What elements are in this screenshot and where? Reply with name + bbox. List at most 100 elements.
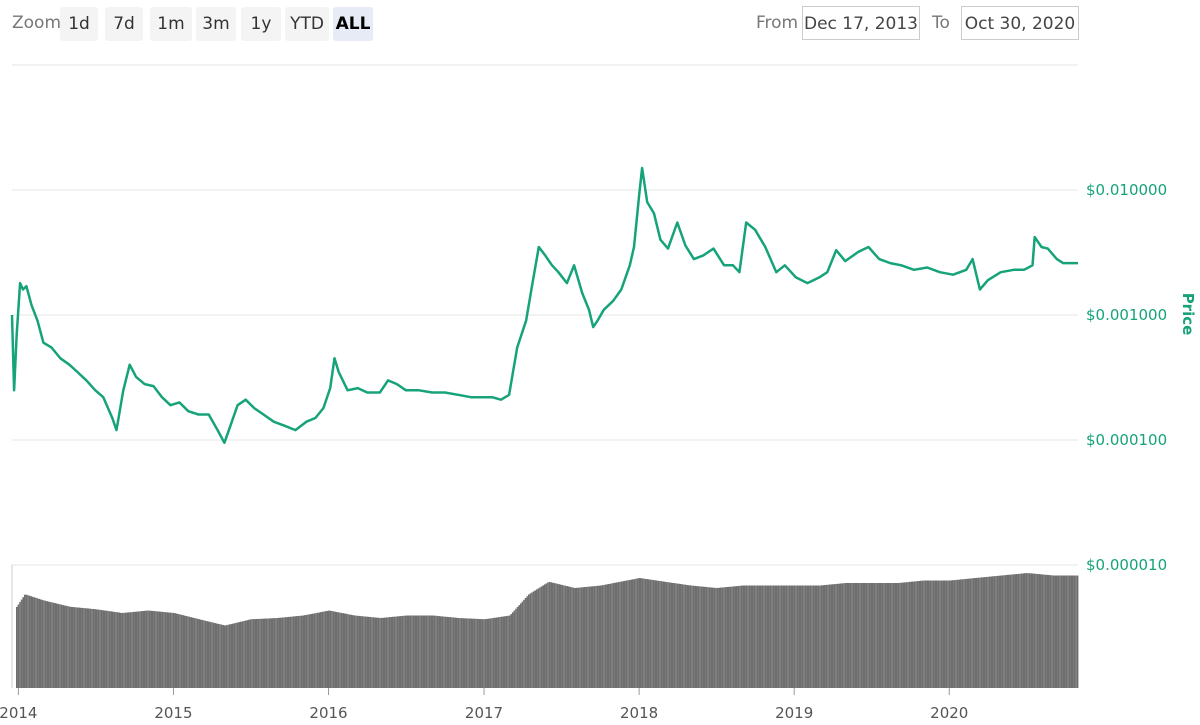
volume-bar (622, 581, 624, 688)
volume-bar (852, 583, 855, 688)
volume-bar (768, 585, 770, 688)
volume-bar (342, 613, 344, 688)
volume-bar (523, 599, 525, 688)
volume-bar (760, 585, 762, 688)
volume-bar (307, 614, 309, 688)
volume-bar (315, 613, 317, 688)
volume-bar (46, 601, 48, 688)
volume-bar (19, 602, 21, 688)
volume-bar (449, 617, 452, 688)
volume-bar (740, 585, 743, 688)
zoom-7d-button[interactable]: 7d (105, 7, 143, 41)
volume-bar (801, 585, 804, 688)
volume-bar (22, 597, 24, 688)
price-tick-label: $0.000010 (1086, 556, 1167, 574)
volume-bar (480, 619, 482, 688)
volume-bar (16, 606, 18, 688)
volume-bar (179, 614, 181, 688)
volume-bar (152, 610, 154, 688)
volume-bar (390, 617, 392, 688)
volume-bar (638, 578, 640, 688)
volume-bar (68, 606, 71, 688)
volume-bar (969, 578, 972, 688)
volume-bar (646, 579, 648, 688)
volume-bar (1072, 575, 1074, 688)
from-date-input[interactable]: Dec 17, 2013 (802, 6, 920, 40)
volume-bar (843, 583, 845, 688)
volume-bar (1073, 575, 1076, 688)
volume-bar (465, 618, 468, 688)
volume-bar (1048, 575, 1050, 688)
volume-bar (377, 617, 380, 688)
volume-bar (971, 578, 973, 688)
volume-bar (894, 583, 896, 688)
volume-bar (275, 618, 277, 688)
to-date-input[interactable]: Oct 30, 2020 (961, 6, 1079, 40)
volume-bar (1030, 573, 1032, 688)
volume-bar (374, 617, 376, 688)
volume-bar (643, 578, 645, 688)
volume-bar (286, 617, 288, 688)
volume-bar (187, 616, 189, 688)
volume-bar (232, 623, 234, 688)
zoom-all-button[interactable]: ALL (333, 7, 373, 41)
volume-bar (1070, 575, 1072, 688)
zoom-1m-button[interactable]: 1m (150, 7, 192, 41)
volume-bar (827, 584, 829, 688)
volume-bar (131, 612, 133, 688)
zoom-3m-button[interactable]: 3m (196, 7, 236, 41)
volume-bar (966, 578, 968, 688)
volume-bar (299, 615, 301, 688)
volume-bar (804, 585, 807, 688)
volume-bar (1062, 575, 1064, 688)
volume-bar (425, 615, 428, 688)
zoom-1d-button[interactable]: 1d (60, 7, 98, 41)
volume-bar (795, 585, 797, 688)
volume-bar (769, 585, 772, 688)
volume-bar (246, 620, 248, 688)
volume-bar (395, 616, 397, 688)
volume-bar (28, 595, 31, 688)
volume-bar (1033, 573, 1036, 688)
volume-bar (948, 580, 951, 688)
volume-bar (763, 585, 765, 688)
volume-bar (262, 618, 264, 688)
volume-bar (931, 580, 933, 688)
volume-bar (609, 583, 612, 688)
volume-bar (531, 592, 533, 688)
volume-bar (201, 620, 204, 688)
volume-bar (1025, 573, 1028, 688)
volume-bar (961, 579, 964, 688)
volume-bar (649, 579, 652, 688)
volume-bar (48, 601, 50, 688)
volume-bar (313, 613, 316, 688)
volume-bar (561, 585, 564, 688)
volume-bar (683, 584, 685, 688)
volume-bar (470, 618, 472, 688)
zoom-1y-button[interactable]: 1y (241, 7, 281, 41)
volume-bar (296, 616, 298, 688)
volume-bar (993, 576, 996, 688)
volume-bar (1044, 574, 1047, 688)
volume-bar (216, 623, 218, 688)
volume-bar (726, 587, 728, 688)
volume-bar (756, 585, 759, 688)
price-axis-ticks: $0.010000 $0.001000 $0.000100 $0.000010 (1086, 181, 1167, 574)
volume-bar (771, 585, 773, 688)
volume-bar (758, 585, 760, 688)
price-series (10, 166, 1078, 445)
volume-bar (545, 583, 548, 688)
volume-bar (548, 581, 551, 688)
zoom-ytd-button[interactable]: YTD (285, 7, 329, 41)
volume-bar (790, 585, 792, 688)
volume-bar (148, 610, 151, 688)
volume-bar (510, 614, 512, 688)
volume-bar (728, 586, 730, 688)
volume-bar (812, 585, 815, 688)
volume-bar (747, 585, 749, 688)
volume-bar (35, 597, 37, 688)
volume-bar (627, 580, 629, 688)
volume-bar (329, 610, 332, 688)
volume-bar (1028, 573, 1031, 688)
volume-bar (57, 603, 60, 688)
